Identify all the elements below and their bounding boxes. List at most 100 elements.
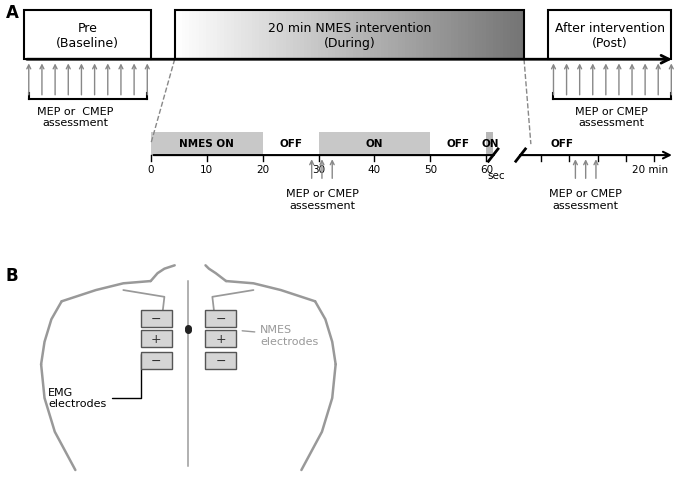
Bar: [210, 11, 214, 60]
Bar: [262, 11, 266, 60]
Text: sec: sec: [488, 171, 506, 181]
Bar: [461, 11, 465, 60]
Bar: [444, 11, 448, 60]
Bar: [388, 11, 392, 60]
Bar: [367, 11, 371, 60]
Bar: [325, 11, 329, 60]
Text: −: −: [215, 355, 226, 367]
Text: OFF: OFF: [550, 139, 573, 149]
Bar: [475, 11, 480, 60]
Bar: [548, 11, 671, 60]
Text: 0: 0: [147, 164, 154, 175]
Text: A: A: [5, 4, 18, 22]
Bar: [353, 11, 357, 60]
Bar: [185, 11, 189, 60]
Bar: [231, 11, 235, 60]
Bar: [489, 11, 493, 60]
Bar: [499, 11, 503, 60]
Bar: [266, 11, 270, 60]
Bar: [464, 11, 469, 60]
Text: +: +: [215, 332, 226, 345]
Bar: [493, 11, 497, 60]
Bar: [319, 133, 430, 156]
Bar: [377, 11, 382, 60]
Bar: [514, 11, 518, 60]
Bar: [175, 11, 524, 60]
Bar: [223, 11, 227, 60]
Text: ON: ON: [366, 139, 383, 149]
Bar: [398, 11, 402, 60]
Text: 20 min NMES intervention
(During): 20 min NMES intervention (During): [268, 21, 431, 49]
Bar: [426, 11, 430, 60]
Bar: [406, 11, 410, 60]
Bar: [412, 11, 416, 60]
Text: 50: 50: [424, 164, 437, 175]
Bar: [283, 11, 287, 60]
Bar: [234, 11, 238, 60]
Bar: [182, 11, 186, 60]
Bar: [521, 11, 525, 60]
Bar: [175, 11, 179, 60]
Bar: [447, 11, 451, 60]
Bar: [433, 11, 437, 60]
Bar: [391, 11, 395, 60]
Bar: [506, 11, 511, 60]
Text: OFF: OFF: [447, 139, 470, 149]
Bar: [454, 11, 458, 60]
Text: 60: 60: [479, 164, 493, 175]
Bar: [346, 11, 350, 60]
Bar: [196, 11, 200, 60]
Bar: [206, 11, 210, 60]
Text: NMES ON: NMES ON: [179, 139, 234, 149]
Bar: [371, 11, 375, 60]
Bar: [458, 11, 462, 60]
Bar: [416, 11, 420, 60]
Bar: [314, 11, 319, 60]
Bar: [381, 11, 385, 60]
Bar: [374, 11, 378, 60]
Bar: [451, 11, 455, 60]
Bar: [429, 11, 434, 60]
Bar: [318, 11, 322, 60]
Bar: [206, 310, 236, 327]
Text: −: −: [151, 355, 162, 367]
Bar: [238, 11, 242, 60]
Bar: [276, 11, 280, 60]
Text: NMES
electrodes: NMES electrodes: [242, 325, 319, 346]
Bar: [419, 11, 423, 60]
Bar: [339, 11, 343, 60]
Bar: [503, 11, 507, 60]
Bar: [328, 11, 332, 60]
Bar: [248, 11, 252, 60]
Text: +: +: [151, 332, 162, 345]
Bar: [437, 11, 441, 60]
Bar: [349, 11, 353, 60]
Bar: [140, 310, 171, 327]
Bar: [199, 11, 203, 60]
Bar: [216, 11, 221, 60]
Text: 10: 10: [200, 164, 213, 175]
Bar: [255, 11, 259, 60]
Bar: [304, 11, 308, 60]
Bar: [273, 11, 277, 60]
Bar: [293, 11, 297, 60]
Text: MEP or CMEP
assessment: MEP or CMEP assessment: [286, 188, 358, 210]
Bar: [321, 11, 325, 60]
Bar: [206, 353, 236, 369]
Bar: [151, 133, 262, 156]
Bar: [409, 11, 413, 60]
Text: ON: ON: [481, 139, 499, 149]
Bar: [356, 11, 360, 60]
Bar: [213, 11, 217, 60]
Bar: [290, 11, 294, 60]
Bar: [510, 11, 514, 60]
Bar: [188, 11, 193, 60]
Bar: [245, 11, 249, 60]
Bar: [140, 353, 171, 369]
Bar: [482, 11, 486, 60]
Bar: [342, 11, 347, 60]
Bar: [140, 330, 171, 347]
Text: 40: 40: [368, 164, 381, 175]
Bar: [479, 11, 483, 60]
Text: Pre
(Baseline): Pre (Baseline): [56, 21, 119, 49]
